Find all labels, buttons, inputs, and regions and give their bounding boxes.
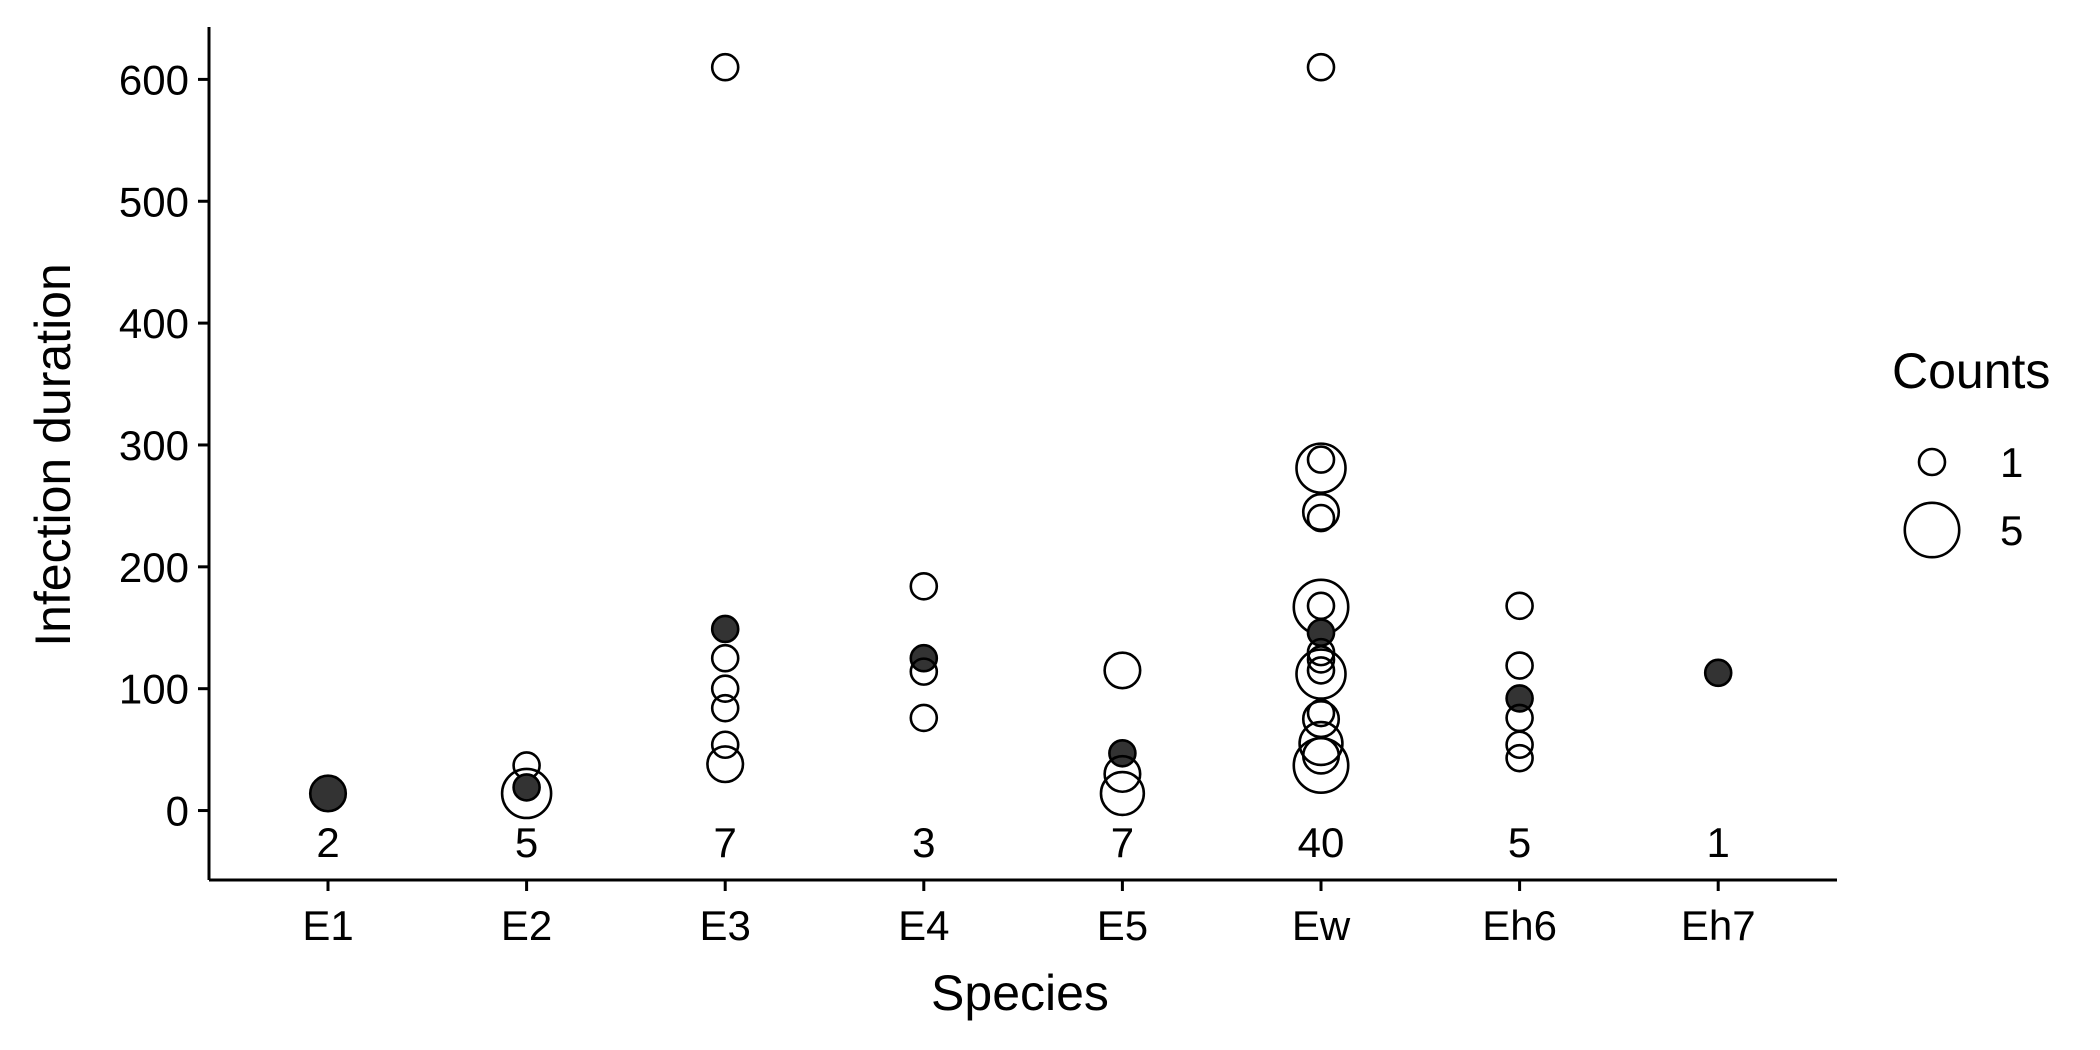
- data-point: [1505, 591, 1534, 621]
- data-point: [1306, 698, 1336, 728]
- legend-key: [1917, 447, 1947, 477]
- data-point: [706, 745, 745, 784]
- data-point: [909, 703, 939, 733]
- y-tick-label: 600: [119, 56, 189, 103]
- x-axis-title: Species: [931, 965, 1109, 1021]
- plot-marks: [308, 52, 1733, 820]
- y-axis-title: Infection duration: [25, 263, 81, 647]
- sample-size-label: 3: [912, 819, 935, 866]
- data-point: [308, 774, 348, 813]
- x-tick-label: E3: [700, 902, 751, 949]
- data-point: [1103, 754, 1142, 794]
- sample-size-label: 2: [316, 819, 339, 866]
- data-point: [1301, 492, 1341, 532]
- y-tick-label: 500: [119, 178, 189, 225]
- sample-size-labels: 2 5 7 3 7 40 5 1: [316, 819, 1730, 866]
- data-point: [909, 572, 939, 601]
- legend-title: Counts: [1892, 343, 2050, 399]
- data-point: [710, 52, 740, 82]
- y-tick-label: 0: [166, 788, 189, 835]
- data-point: [1295, 648, 1347, 700]
- data-point: [512, 773, 541, 802]
- y-tick-label: 200: [119, 544, 189, 591]
- data-point: [1295, 442, 1347, 494]
- x-tick-label: Eh7: [1681, 902, 1756, 949]
- data-point: [1306, 591, 1336, 621]
- data-point: [1103, 651, 1142, 690]
- legend: Counts 1 5: [1892, 343, 2050, 559]
- legend-label: 5: [2000, 507, 2023, 554]
- data-point: [1306, 645, 1336, 674]
- sample-size-label: 7: [714, 819, 737, 866]
- data-point: [1301, 736, 1341, 775]
- x-tick-label: E2: [501, 902, 552, 949]
- sample-size-label: 7: [1111, 819, 1134, 866]
- data-point: [710, 693, 740, 723]
- sample-size-label: 40: [1298, 819, 1345, 866]
- x-axis: E1 E2 E3 E4 E5 Ew Eh6 Eh7: [209, 878, 1837, 949]
- sample-size-label: 1: [1707, 819, 1730, 866]
- x-tick-label: E4: [898, 902, 949, 949]
- data-point: [500, 767, 553, 820]
- data-point: [1306, 52, 1336, 82]
- sample-size-label: 5: [1508, 819, 1531, 866]
- data-point: [710, 674, 740, 703]
- y-tick-label: 100: [119, 666, 189, 713]
- legend-key: [1903, 501, 1961, 559]
- y-tick-label: 400: [119, 300, 189, 347]
- x-tick-label: E1: [302, 902, 353, 949]
- legend-label: 1: [2000, 439, 2023, 486]
- data-point: [1306, 503, 1336, 533]
- x-tick-label: Eh6: [1482, 902, 1557, 949]
- data-point: [1505, 684, 1534, 713]
- data-point: [1108, 738, 1137, 768]
- sample-size-label: 5: [515, 819, 538, 866]
- data-point: [1292, 736, 1350, 794]
- data-point: [1099, 770, 1146, 817]
- x-tick-label: E5: [1097, 902, 1148, 949]
- data-point: [710, 730, 740, 760]
- data-point: [1505, 730, 1534, 760]
- y-axis: 0 100 200 300 400 500 600: [119, 27, 211, 880]
- data-point: [909, 657, 939, 686]
- y-tick-label: 300: [119, 422, 189, 469]
- data-point: [1703, 658, 1733, 688]
- data-point: [1505, 651, 1534, 680]
- data-point: [1306, 656, 1336, 685]
- data-point: [710, 643, 740, 673]
- data-point: [1505, 743, 1534, 773]
- data-point: [710, 614, 740, 644]
- data-point: [1298, 720, 1344, 767]
- data-point: [1306, 445, 1336, 474]
- x-tick-label: Ew: [1292, 902, 1351, 949]
